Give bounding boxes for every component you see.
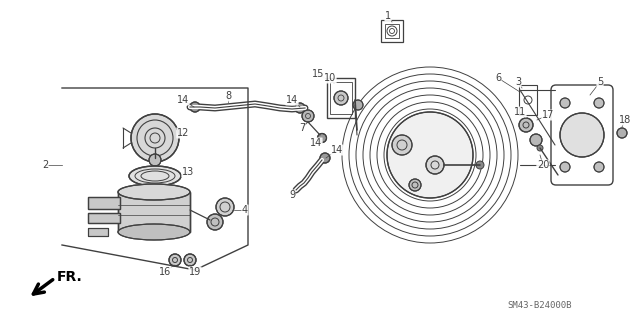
Circle shape bbox=[409, 179, 421, 191]
Bar bbox=[118, 192, 190, 232]
Text: 13: 13 bbox=[182, 167, 194, 177]
Circle shape bbox=[190, 102, 200, 112]
Bar bbox=[88, 213, 120, 223]
Bar bbox=[88, 228, 108, 236]
Circle shape bbox=[594, 98, 604, 108]
Ellipse shape bbox=[129, 166, 181, 186]
Circle shape bbox=[530, 134, 542, 146]
Text: 14: 14 bbox=[286, 95, 298, 105]
Text: 1: 1 bbox=[385, 11, 391, 21]
Circle shape bbox=[560, 98, 570, 108]
Circle shape bbox=[392, 135, 412, 155]
Text: 10: 10 bbox=[324, 73, 336, 83]
Text: 20: 20 bbox=[537, 160, 549, 170]
Circle shape bbox=[537, 145, 543, 151]
Ellipse shape bbox=[118, 184, 190, 200]
Text: 7: 7 bbox=[299, 123, 305, 133]
Circle shape bbox=[216, 198, 234, 216]
Circle shape bbox=[302, 110, 314, 122]
Bar bbox=[385, 24, 399, 38]
Bar bbox=[118, 192, 190, 232]
Text: 12: 12 bbox=[177, 128, 189, 138]
Text: 4: 4 bbox=[242, 205, 248, 215]
Text: 5: 5 bbox=[597, 77, 603, 87]
Ellipse shape bbox=[118, 224, 190, 240]
Text: 16: 16 bbox=[159, 267, 171, 277]
Text: 14: 14 bbox=[331, 145, 343, 155]
Circle shape bbox=[320, 153, 330, 163]
Bar bbox=[88, 197, 120, 209]
Text: 14: 14 bbox=[177, 95, 189, 105]
Bar bbox=[330, 82, 352, 114]
Circle shape bbox=[131, 114, 179, 162]
Bar bbox=[88, 213, 120, 223]
Text: FR.: FR. bbox=[57, 270, 83, 284]
Circle shape bbox=[560, 162, 570, 172]
Text: 14: 14 bbox=[310, 138, 322, 148]
Circle shape bbox=[295, 103, 305, 113]
Text: 17: 17 bbox=[542, 110, 554, 120]
Text: 6: 6 bbox=[495, 73, 501, 83]
Circle shape bbox=[149, 154, 161, 166]
Circle shape bbox=[426, 156, 444, 174]
Text: 3: 3 bbox=[515, 77, 521, 87]
Circle shape bbox=[207, 214, 223, 230]
Circle shape bbox=[476, 161, 484, 169]
Bar bbox=[381, 20, 403, 42]
Text: 15: 15 bbox=[312, 69, 324, 79]
Bar bbox=[88, 197, 120, 209]
Circle shape bbox=[169, 254, 181, 266]
Text: 8: 8 bbox=[225, 91, 231, 101]
Circle shape bbox=[334, 91, 348, 105]
Bar bbox=[88, 228, 108, 236]
Circle shape bbox=[560, 113, 604, 157]
Text: 2: 2 bbox=[42, 160, 48, 170]
Bar bbox=[327, 78, 355, 118]
Text: 18: 18 bbox=[619, 115, 631, 125]
Circle shape bbox=[387, 112, 473, 198]
Circle shape bbox=[519, 118, 533, 132]
Circle shape bbox=[594, 162, 604, 172]
Text: 9: 9 bbox=[289, 190, 295, 200]
Text: 19: 19 bbox=[189, 267, 201, 277]
Bar bbox=[519, 85, 537, 115]
Circle shape bbox=[617, 128, 627, 138]
Text: SM43-B24000B: SM43-B24000B bbox=[508, 300, 572, 309]
Circle shape bbox=[317, 133, 326, 143]
Circle shape bbox=[353, 100, 363, 110]
Circle shape bbox=[184, 254, 196, 266]
Text: 11: 11 bbox=[514, 107, 526, 117]
